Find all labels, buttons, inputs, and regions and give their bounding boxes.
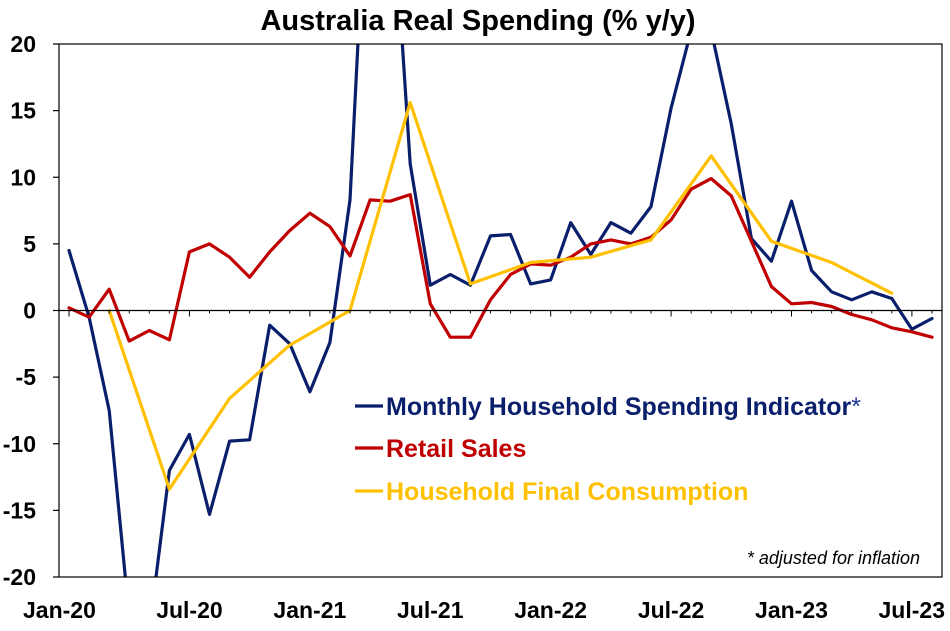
y-tick-label: 10 — [10, 164, 36, 190]
x-tick-label: Jul-21 — [397, 597, 464, 623]
x-tick-label: Jul-23 — [879, 597, 945, 623]
legend-label: Retail Sales — [386, 435, 526, 463]
legend: Monthly Household Spending Indicator* Ret… — [355, 393, 861, 506]
x-tick-label: Jan-20 — [23, 597, 96, 623]
legend-label: Household Final Consumption — [386, 478, 748, 506]
legend-label: Monthly Household Spending Indicator* — [386, 393, 861, 421]
legend-item-household-final-consumption: Household Final Consumption — [355, 478, 748, 506]
legend-asterisk: * — [851, 393, 861, 421]
x-tick-label: Jan-22 — [514, 597, 587, 623]
y-tick-label: 15 — [10, 98, 36, 124]
y-tick-label: -5 — [16, 364, 37, 390]
x-tick-label: Jul-20 — [156, 597, 222, 623]
x-tick-label: Jan-23 — [755, 597, 828, 623]
y-tick-label: 5 — [23, 231, 36, 257]
axes: 20 15 10 5 0 -5 -10 -15 -20 Jan-20 Jul-20 Jan-21 Jul… — [3, 31, 945, 623]
chart-title: Australia Real Spending (% y/y) — [260, 5, 695, 37]
x-tick-label: Jul-22 — [638, 597, 704, 623]
legend-item-retail-sales: Retail Sales — [355, 435, 526, 463]
series-group — [67, 44, 934, 577]
series-monthly-household-spending — [67, 44, 934, 577]
y-tick-label: 0 — [23, 298, 36, 324]
x-tick-label: Jan-21 — [273, 597, 346, 623]
chart-annotation: * adjusted for inflation — [747, 548, 920, 568]
series-retail-sales — [67, 177, 934, 343]
y-tick-label: 20 — [10, 31, 36, 57]
series-household-final-consumption — [107, 100, 894, 491]
legend-item-monthly-household-spending: Monthly Household Spending Indicator* — [355, 393, 861, 421]
y-tick-label: -15 — [3, 497, 36, 523]
y-tick-label: -10 — [3, 431, 36, 457]
y-tick-label: -20 — [3, 564, 36, 590]
